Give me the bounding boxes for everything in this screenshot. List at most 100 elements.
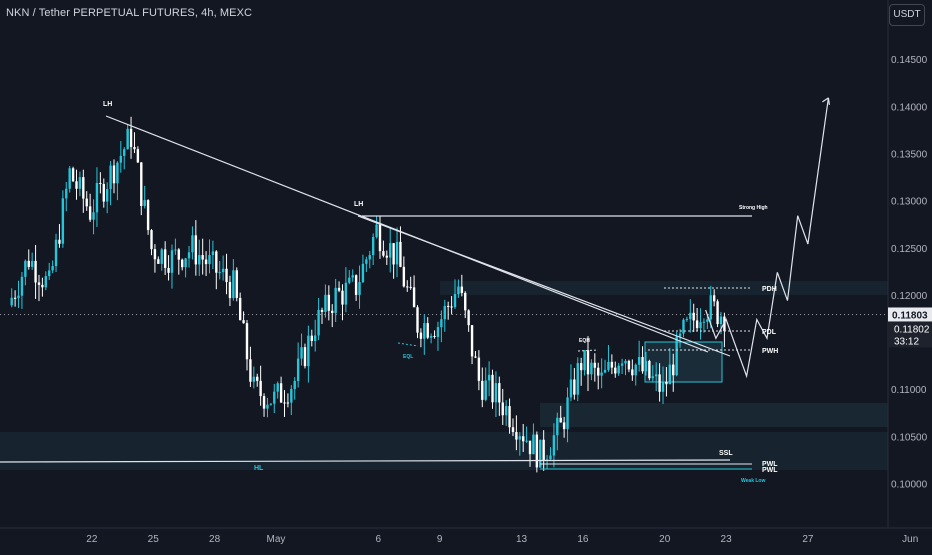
candle-body [252, 376, 256, 382]
candle-body [211, 251, 215, 255]
candle-body [123, 149, 126, 156]
candle-body [112, 165, 116, 184]
y-tick-label: 0.12000 [891, 291, 928, 302]
candle-body [484, 380, 487, 400]
candle-body [153, 249, 157, 260]
x-tick-label: Jun [902, 534, 918, 545]
candle-body [511, 427, 515, 433]
candle-body [716, 301, 719, 325]
candle-body [273, 391, 276, 404]
candle-body [382, 251, 385, 256]
candle-body [334, 287, 337, 314]
candle-body [365, 259, 368, 264]
candle-body [378, 224, 382, 252]
candle-body [99, 182, 102, 185]
candle-body [470, 325, 474, 357]
candle-body [610, 361, 614, 368]
candle-body [310, 335, 313, 342]
candle-body [460, 286, 464, 293]
annotation-label: EQH [579, 338, 590, 344]
candle-body [163, 249, 167, 268]
candle-body [143, 200, 146, 206]
candle-body [37, 282, 41, 285]
level-label: SSL [719, 450, 733, 457]
candle-body [262, 396, 266, 409]
candle-body [191, 235, 194, 253]
candle-body [266, 404, 269, 409]
candle-body [556, 417, 559, 436]
candle-body [665, 381, 668, 385]
candle-body [354, 275, 358, 295]
candle-body [549, 455, 552, 460]
fvg-zone [540, 403, 888, 427]
candle-body [634, 364, 637, 376]
candle-body [539, 439, 542, 468]
candle-body [303, 347, 307, 367]
candle-body [290, 389, 293, 403]
candle-body [481, 380, 484, 400]
level-label: PDH [762, 286, 777, 293]
candle-body [167, 267, 170, 273]
candle-body [508, 406, 511, 428]
candle-body [198, 255, 201, 265]
candle-body [276, 383, 279, 392]
candle-body [487, 374, 491, 381]
currency-button[interactable]: USDT [889, 4, 925, 26]
candle-body [109, 165, 112, 189]
candle-body [631, 369, 634, 376]
candle-body [82, 177, 85, 199]
candle-body [259, 380, 262, 397]
candle-body [181, 259, 184, 268]
candle-body [286, 402, 290, 404]
candle-body [174, 249, 177, 251]
candle-body [692, 312, 695, 321]
y-tick-label: 0.10500 [891, 432, 928, 443]
candle-body [293, 381, 296, 390]
candle-body [498, 383, 501, 403]
candle-body [583, 350, 586, 371]
candle-body [522, 436, 525, 442]
candle-body [245, 323, 249, 360]
candle-body [150, 230, 153, 250]
candle-body [256, 376, 259, 381]
y-tick-label: 0.11000 [891, 385, 927, 396]
candle-body [590, 362, 593, 375]
candle-body [474, 356, 477, 358]
current-price-label: 0.11803 [892, 310, 928, 321]
candle-body [51, 266, 54, 271]
candle-body [324, 294, 327, 312]
level-label: Strong High [739, 205, 768, 211]
candle-body [44, 276, 48, 288]
candle-body [675, 336, 678, 376]
x-tick-label: 16 [577, 534, 589, 545]
x-tick-label: May [267, 534, 286, 545]
candle-body [228, 282, 232, 299]
last-price-box [888, 321, 932, 348]
trendline-2 [357, 215, 731, 357]
annotation-label: LH [103, 101, 112, 108]
candle-body [361, 263, 365, 283]
candle-body [552, 435, 556, 456]
annotation-label: EQL [403, 354, 413, 360]
candle-body [58, 239, 61, 244]
candle-body [501, 402, 504, 416]
candle-body [129, 128, 133, 147]
candle-body [678, 333, 682, 337]
candle-body [105, 188, 109, 202]
candle-body [218, 272, 221, 274]
candle-body [412, 287, 416, 308]
candle-body [320, 309, 324, 312]
countdown-label: 33:12 [894, 336, 919, 347]
candle-body [661, 381, 665, 392]
candle-body [146, 200, 150, 231]
x-tick-label: 13 [516, 534, 528, 545]
candle-body [542, 439, 545, 461]
candle-body [576, 363, 579, 395]
candle-body [307, 335, 310, 367]
candle-body [406, 286, 409, 288]
candle-body [648, 360, 651, 379]
candle-body [464, 292, 467, 311]
candle-body [249, 359, 252, 382]
